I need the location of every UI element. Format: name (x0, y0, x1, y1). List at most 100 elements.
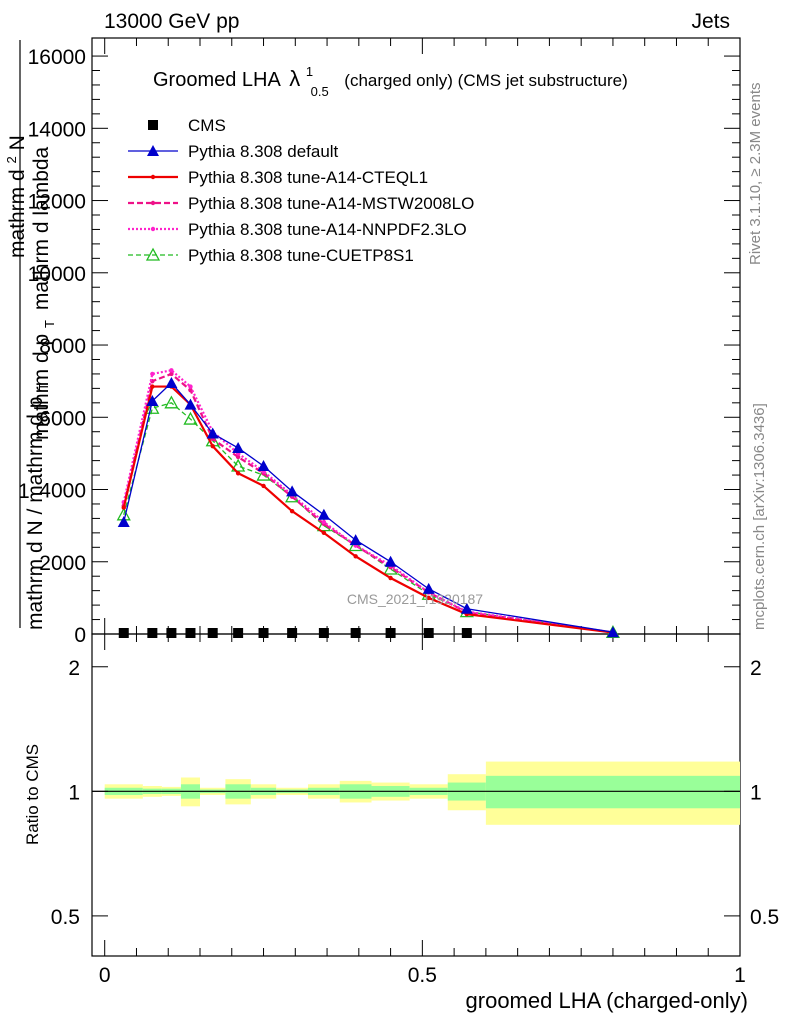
ratio-ytick-label-right-1: 1 (750, 781, 762, 804)
x-axis: 0 0.5 1 (99, 38, 746, 987)
title-sup: 1 (306, 64, 313, 79)
series-point-default-13 (606, 626, 619, 638)
legend-label-0: CMS (188, 116, 226, 135)
main-ytick-label-8: 16000 (28, 46, 86, 69)
main-ytick-label-1: 2000 (39, 552, 86, 575)
cms-point-8 (318, 628, 329, 638)
cms-point-0 (118, 628, 129, 638)
ratio-bands (104, 761, 740, 825)
series-layer (116, 368, 621, 639)
series-point-default-3 (184, 398, 197, 410)
analysis-watermark: CMS_2021_I1920187 (347, 591, 483, 607)
series-point-default-5 (232, 441, 245, 453)
main-ytick-label-0: 0 (74, 624, 86, 647)
xtick-label-1: 0.5 (408, 964, 437, 987)
series-point-cteql1-1 (150, 384, 155, 389)
series-point-cuetp8s1-3 (183, 411, 198, 425)
series-point-default-6 (257, 460, 270, 472)
series-point-cteql1-10 (388, 575, 393, 581)
main-ytick-label-5: 10000 (28, 263, 86, 286)
x-axis-label: groomed LHA (charged-only) (466, 988, 748, 1013)
main-ytick-label-3: 6000 (39, 407, 86, 430)
series-point-cteql1-5 (235, 471, 241, 476)
cms-point-12 (461, 628, 472, 638)
series-point-default-12 (460, 602, 473, 614)
series-point-nnpdf-8 (321, 519, 327, 525)
series-default (117, 376, 619, 638)
cms-point-2 (166, 628, 177, 638)
mcplots-label: mcplots.cern.ch [arXiv:1306.3436] (751, 403, 768, 630)
ratio-ytick-label-right-2: 2 (750, 657, 762, 680)
ylabel-denominator-text: mathrm d N / mathrm d p (24, 397, 47, 630)
series-point-default-0 (117, 516, 130, 528)
cms-point-10 (385, 628, 396, 638)
ylabel-num-d: mathrm d (6, 169, 29, 258)
series-point-default-4 (206, 427, 219, 439)
title-main: Groomed LHA (153, 69, 281, 91)
series-point-default-2 (165, 376, 178, 388)
series-point-cuetp8s1-5 (231, 458, 246, 472)
ylabel-denominator-sub: T (36, 383, 51, 391)
ylabel-numerator-2: mathrm d p T mathrm d lambda (30, 146, 59, 440)
ylabel-num-N: N (6, 135, 29, 150)
series-point-default-1 (146, 395, 159, 407)
plot-title: Groomed LHA λ 1 0.5 (charged only) (CMS … (153, 59, 628, 101)
series-point-cuetp8s1-2 (164, 395, 179, 409)
cms-point-6 (258, 628, 269, 638)
series-point-default-7 (286, 485, 299, 497)
cms-point-9 (350, 628, 361, 638)
series-point-default-10 (384, 555, 397, 567)
title-lambda: λ (289, 66, 300, 91)
legend-marker-4 (150, 226, 156, 232)
series-point-cteql1-7 (289, 508, 295, 514)
legend-marker-0 (148, 120, 158, 130)
header-left: 13000 GeV pp (104, 10, 239, 33)
ratio-ytick-label-0: 0.5 (51, 906, 80, 929)
cms-point-7 (287, 628, 298, 638)
series-point-nnpdf-1 (150, 371, 155, 377)
legend-label-3: Pythia 8.308 tune-A14-MSTW2008LO (188, 194, 474, 213)
main-y-label: 1 mathrm d N / mathrm d p T mathrm d 2 N… (0, 40, 59, 630)
ratio-ytick-label-right-0: 0.5 (750, 906, 779, 929)
cms-point-11 (423, 628, 434, 638)
legend: CMS Pythia 8.308 default Pythia 8.308 tune… (128, 116, 474, 265)
ylabel-one: 1 (18, 480, 30, 503)
series-point-cteql1-6 (261, 483, 266, 489)
legend-label-4: Pythia 8.308 tune-A14-NNPDF2.3LO (188, 220, 467, 239)
ylabel-num-dp: mathrm d p (30, 334, 53, 440)
title-sub: 0.5 (311, 84, 329, 99)
main-ytick-label-7: 14000 (28, 118, 86, 141)
series-point-default-11 (422, 582, 435, 594)
header-right: Jets (691, 10, 730, 33)
legend-marker-2 (150, 174, 156, 180)
ratio-band-inner-13 (485, 775, 740, 809)
main-ytick-label-4: 8000 (39, 335, 86, 358)
title-rest: (charged only) (CMS jet substructure) (344, 71, 627, 90)
ratio-y-label: Ratio to CMS (23, 744, 42, 845)
ylabel-denominator: mathrm d N / mathrm d p T (24, 383, 51, 630)
ratio-ytick-label-1: 1 (68, 781, 80, 804)
legend-marker-3 (150, 200, 156, 206)
series-point-mstw-5 (235, 454, 241, 460)
series-point-cteql1-9 (353, 554, 358, 559)
ratio-y-axis: 0.5 0.5 1 1 2 2 (51, 657, 779, 929)
series-point-cteql1-0 (121, 505, 126, 510)
main-y-axis: 0 2000 4000 6000 8000 10000 12000 14000 16000 (28, 46, 740, 647)
ylabel-num-sup: 2 (4, 156, 19, 163)
legend-label-1: Pythia 8.308 default (188, 142, 339, 161)
ylabel-numerator-1: mathrm d 2 N (0, 135, 29, 258)
series-point-cteql1-4 (210, 443, 215, 449)
ylabel-num-sub: T (42, 320, 57, 328)
cms-point-3 (185, 628, 196, 638)
legend-label-5: Pythia 8.308 tune-CUETP8S1 (188, 246, 414, 265)
rivet-label: Rivet 3.1.10, ≥ 2.3M events (747, 83, 764, 266)
legend-label-2: Pythia 8.308 tune-A14-CTEQL1 (188, 168, 428, 187)
xtick-label-0: 0 (99, 964, 111, 987)
cms-point-1 (147, 628, 158, 638)
cms-point-5 (233, 628, 244, 638)
series-point-cuetp8s1-1 (145, 400, 160, 414)
xtick-label-2: 1 (734, 964, 746, 987)
series-point-nnpdf-2 (169, 368, 174, 373)
legend-marker-5 (145, 247, 161, 261)
